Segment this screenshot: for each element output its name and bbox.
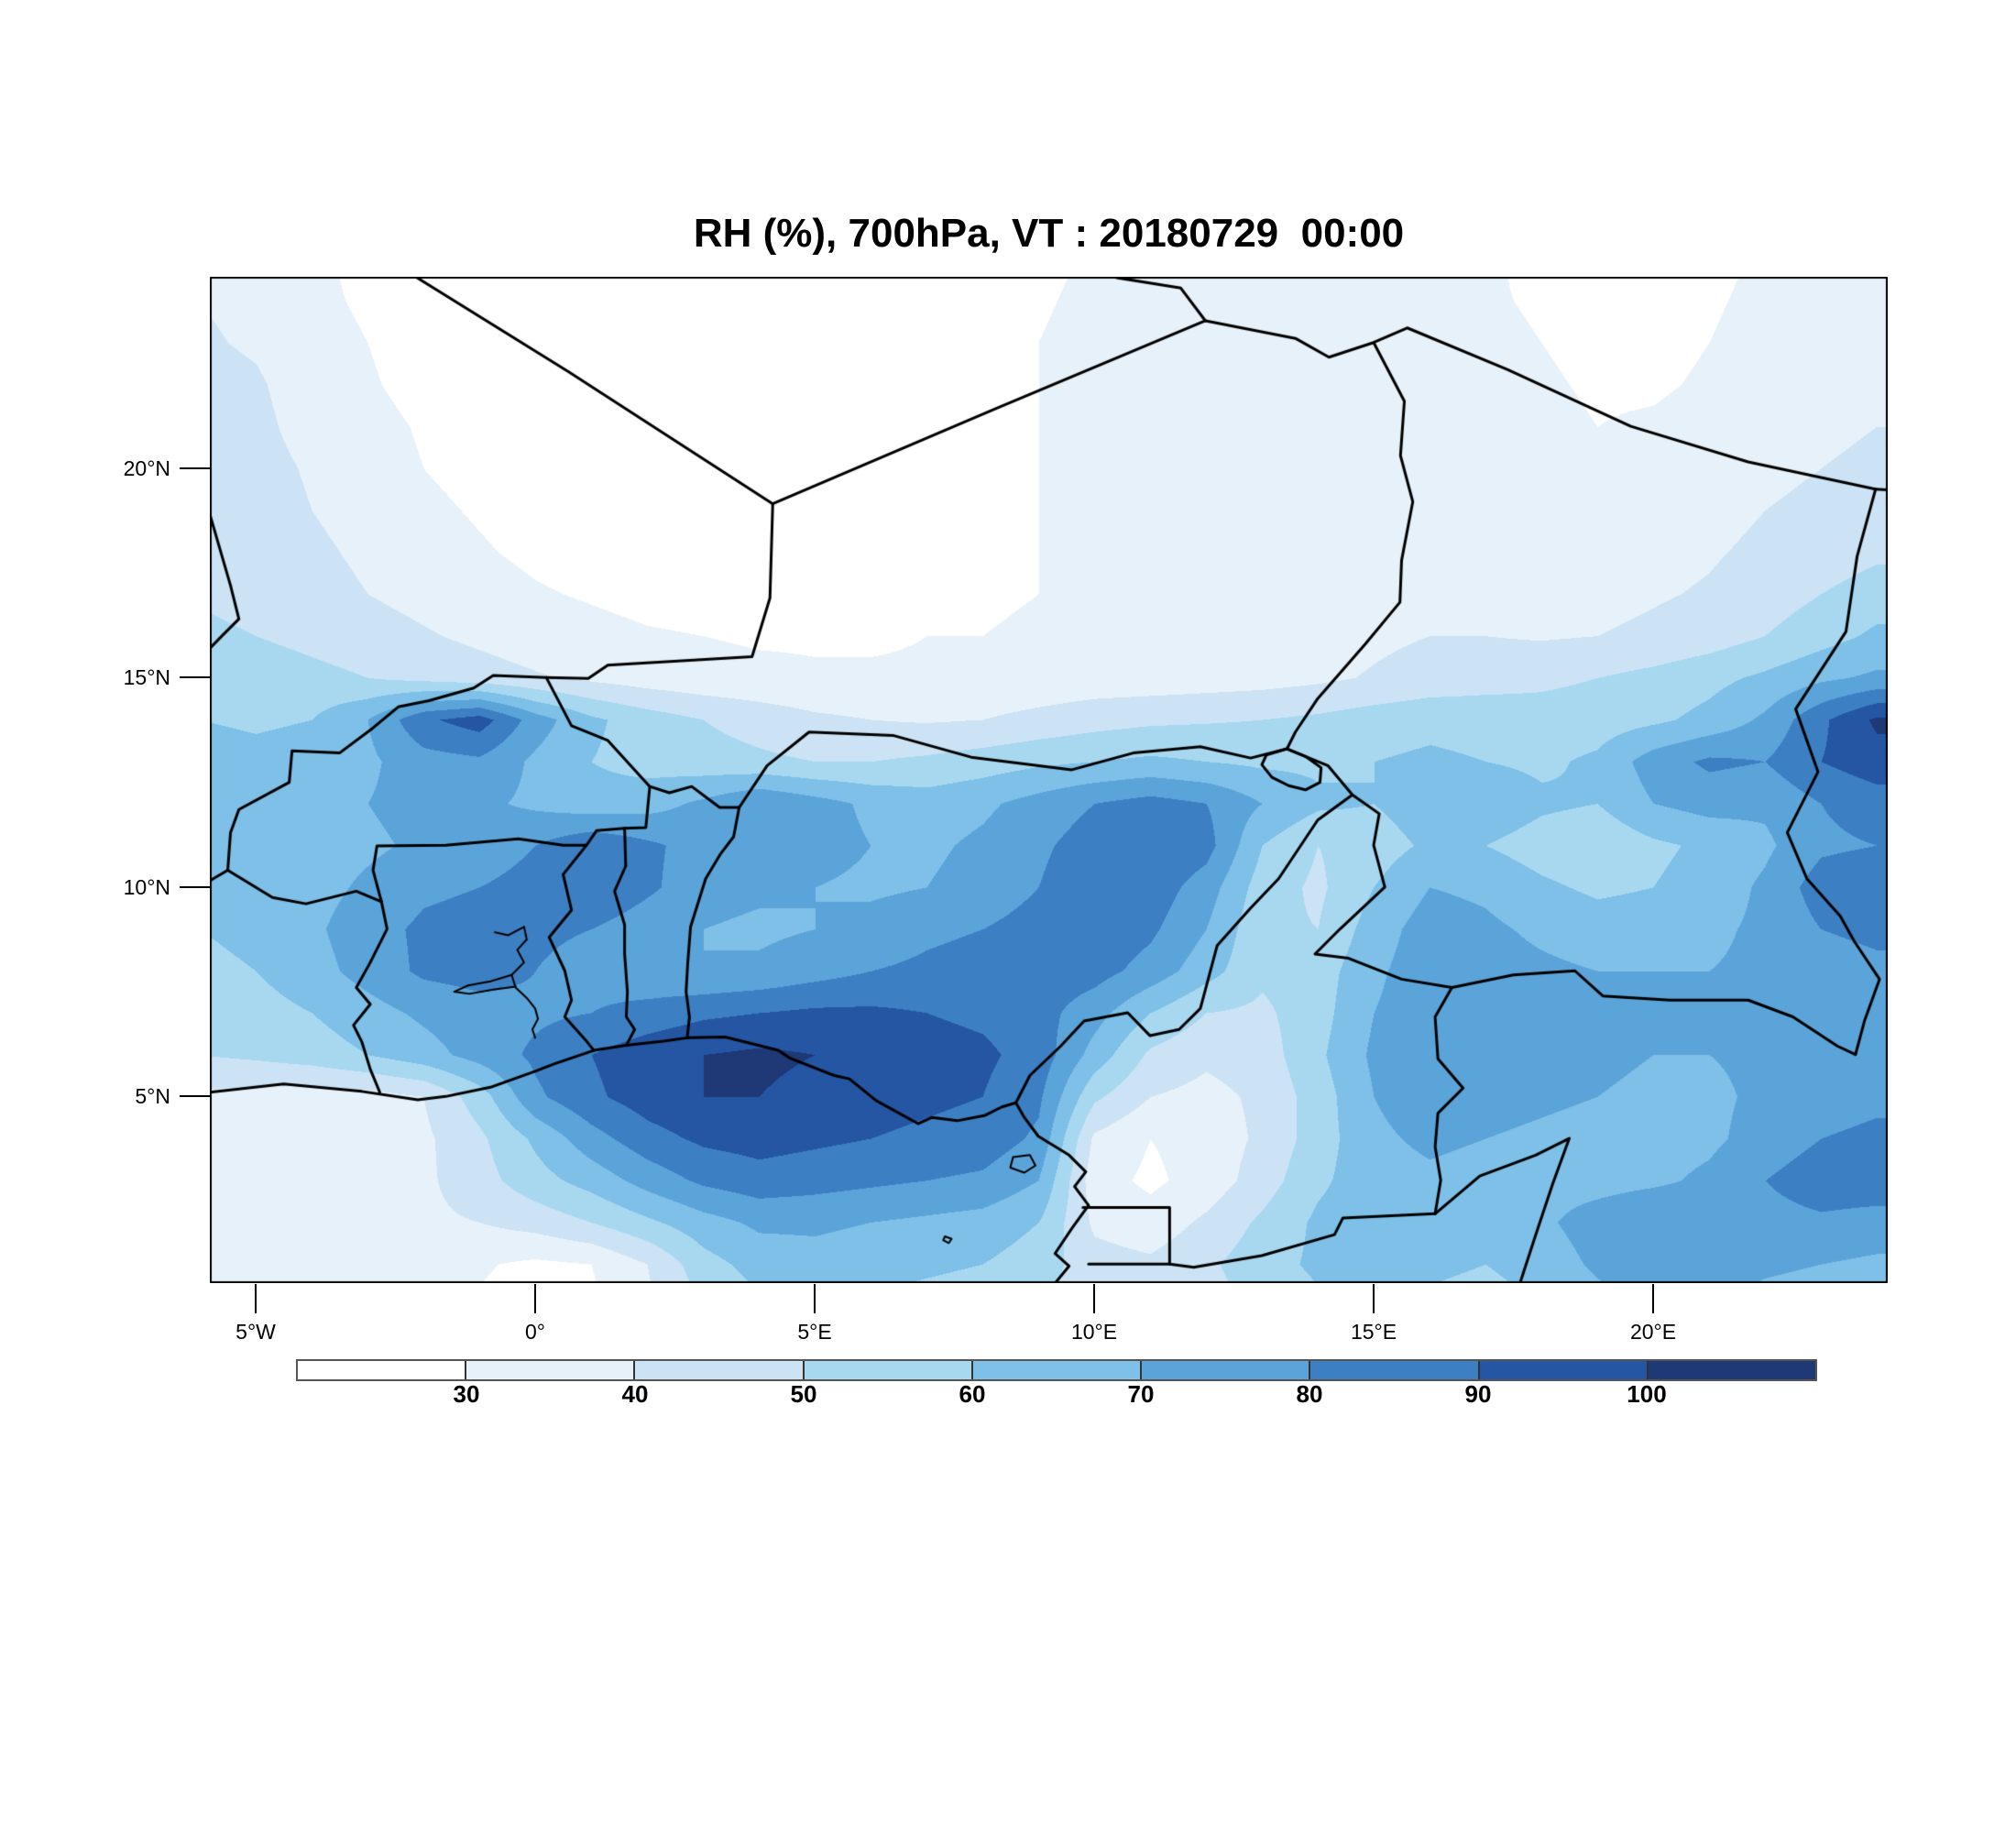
colorbar-segment <box>465 1361 634 1379</box>
colorbar-tick-label: 40 <box>621 1380 649 1408</box>
colorbar-tick-label: 100 <box>1627 1380 1667 1408</box>
colorbar-tick-label: 30 <box>453 1380 480 1408</box>
lon-tick-label: 20°E <box>1629 1320 1677 1344</box>
colorbar-tick-label: 60 <box>959 1380 986 1408</box>
colorbar-segment <box>633 1361 803 1379</box>
colorbar-segment <box>1140 1361 1309 1379</box>
lon-tick-label: 15°E <box>1350 1320 1397 1344</box>
colorbar-segment <box>802 1361 971 1379</box>
lat-tick-label: 20°N <box>123 456 170 480</box>
lon-tick-mark <box>1373 1284 1375 1313</box>
lat-tick-mark <box>180 1095 210 1098</box>
colorbar-tick-label: 50 <box>790 1380 817 1408</box>
colorbar-segment <box>1646 1361 1815 1379</box>
lon-tick-mark <box>814 1284 816 1313</box>
lon-tick-mark <box>534 1284 537 1313</box>
lat-tick-label: 10°N <box>123 874 170 899</box>
figure-title: RH (%), 700hPa, VT : 20180729 00:00 <box>693 211 1405 256</box>
colorbar-tick-label: 90 <box>1464 1380 1492 1408</box>
rh-filled-contour-map <box>210 277 1888 1283</box>
lat-tick-label: 5°N <box>135 1084 170 1109</box>
colorbar <box>296 1359 1817 1381</box>
colorbar-tick-label: 70 <box>1127 1380 1155 1408</box>
lat-tick-mark <box>180 676 210 679</box>
lon-tick-label: 10°E <box>1070 1320 1118 1344</box>
lon-tick-mark <box>1093 1284 1096 1313</box>
lon-tick-label: 5°E <box>797 1320 832 1344</box>
lon-tick-mark <box>255 1284 257 1313</box>
colorbar-segment <box>298 1361 466 1379</box>
lat-tick-mark <box>180 466 210 469</box>
colorbar-segment <box>970 1361 1141 1379</box>
colorbar-tick-label: 80 <box>1296 1380 1323 1408</box>
lat-tick-mark <box>180 885 210 888</box>
lon-tick-label: 5°W <box>236 1320 276 1344</box>
colorbar-segment <box>1309 1361 1478 1379</box>
colorbar-segment <box>1477 1361 1647 1379</box>
lat-tick-label: 15°N <box>123 665 170 690</box>
lon-tick-label: 0° <box>525 1320 546 1344</box>
lon-tick-mark <box>1652 1284 1655 1313</box>
